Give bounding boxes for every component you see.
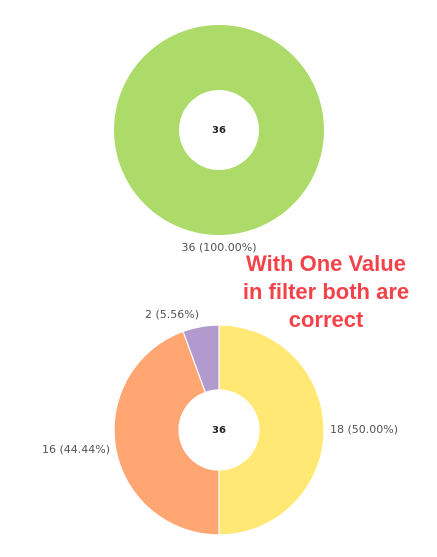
donut-chart-bottom: 36 18 (50.00%) 16 (44.44%) 2 (5.56%) [42,308,398,536]
donut-center-total: 36 [212,125,226,136]
annotation-note: With One Value in filter both are correc… [243,251,409,332]
donut-chart-top: 36 36 (100.00%) [114,25,324,254]
donut-slice [218,324,325,536]
donut-center-total: 36 [212,425,226,436]
donut-slice [113,330,220,536]
slice-label: 16 (44.44%) [42,443,110,456]
slice-label: 18 (50.00%) [330,423,398,436]
annotation-line: in filter both are [243,279,409,304]
slice-label: 36 (100.00%) [181,241,256,254]
donut-slice [114,25,324,235]
annotation-line: correct [289,307,364,332]
annotation-line: With One Value [246,251,406,276]
slice-label: 2 (5.56%) [145,308,199,321]
donut-slice [182,324,220,394]
